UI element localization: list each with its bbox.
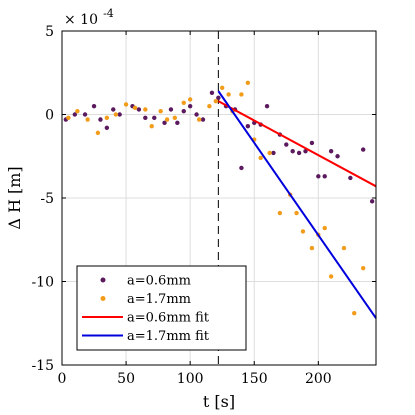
legend-label: a=0.6mm <box>127 274 191 289</box>
series-0.6mm-point <box>143 115 148 121</box>
series-1.7mm-point <box>207 103 212 109</box>
legend: a=0.6mm a=1.7mm a=0.6mm fit a=1.7mm fit <box>76 265 247 351</box>
series-1.7mm-point <box>239 92 244 97</box>
series-0.6mm-point <box>245 123 251 129</box>
series-1.7mm-point <box>104 115 110 121</box>
x-tick-label: 0 <box>58 371 67 387</box>
x-axis-label: t [s] <box>203 392 235 411</box>
axis-labels: t [s] Δ H [m] × 10 -4 <box>5 7 235 411</box>
legend-label: a=1.7mm <box>127 292 191 307</box>
series-0.6mm-point <box>284 142 289 147</box>
series-1.7mm-point <box>158 108 163 114</box>
legend-marker-0.6mm <box>100 277 106 283</box>
y-tick-label: 5 <box>45 24 54 40</box>
series-0.6mm-point <box>136 107 142 112</box>
y-tick-label: -5 <box>40 191 54 207</box>
series-1.7mm-point <box>300 229 306 234</box>
series-1.7mm-point <box>113 112 119 117</box>
legend-label: a=1.7mm fit <box>127 329 210 344</box>
series-1.7mm-point <box>245 80 251 85</box>
series-1.7mm-point <box>187 97 193 102</box>
series-0.6mm-point <box>168 107 174 112</box>
series-0.6mm-point <box>369 199 375 204</box>
series-1.7mm-point <box>277 210 283 216</box>
legend-label: a=0.6mm fit <box>127 311 210 326</box>
series-1.7mm-point <box>164 117 170 122</box>
data-layer <box>63 80 377 319</box>
series-0.6mm-point <box>290 149 295 154</box>
series-0.6mm-point <box>322 174 327 179</box>
y-tick-label: 0 <box>45 108 54 124</box>
series-0.6mm-point <box>104 125 110 131</box>
series-0.6mm-point <box>296 150 302 156</box>
series-0.6mm-point <box>72 112 78 117</box>
series-1.7mm-point <box>85 117 90 122</box>
fit-line-1.7mm <box>217 90 377 319</box>
series-0.6mm-point <box>216 95 221 101</box>
series-1.7mm-point <box>132 105 138 111</box>
series-1.7mm-point <box>352 311 357 316</box>
series-1.7mm-point <box>66 115 71 121</box>
series-0.6mm-point <box>162 120 167 126</box>
series-0.6mm-point <box>200 117 206 122</box>
series-0.6mm-point <box>271 150 276 156</box>
series-0.6mm-point <box>194 112 199 117</box>
series-1.7mm-point <box>267 150 272 156</box>
series-1.7mm-point <box>143 107 148 112</box>
series-0.6mm-point <box>117 112 122 117</box>
series-1.7mm-point <box>213 98 218 104</box>
series-0.6mm-point <box>328 149 334 154</box>
series-0.6mm-point <box>209 90 215 95</box>
x-tick-label: 100 <box>177 371 204 387</box>
series-1.7mm-point <box>258 155 263 161</box>
series-1.7mm-point <box>181 100 186 106</box>
series-0.6mm-point <box>316 174 321 179</box>
x-tick-label: 150 <box>241 371 268 387</box>
series-1.7mm-point <box>360 265 366 271</box>
series-1.7mm-point <box>309 245 315 251</box>
series-1.7mm-point <box>95 130 101 136</box>
series-0.6mm-point <box>360 147 366 152</box>
series-1.7mm-point <box>75 108 80 114</box>
y-axis-multiplier-exponent: -4 <box>103 7 114 20</box>
series-1.7mm-point <box>322 225 327 231</box>
series-0.6mm-point <box>335 154 340 159</box>
series-0.6mm-point <box>152 115 157 121</box>
series-0.6mm-point <box>239 165 244 171</box>
series-0.6mm-point <box>82 112 88 117</box>
y-tick-label: -10 <box>31 275 54 291</box>
series-0.6mm-point <box>309 140 315 146</box>
series-0.6mm-point <box>111 107 116 112</box>
y-axis-label: Δ H [m] <box>5 166 24 229</box>
series-1.7mm-point <box>226 92 231 97</box>
series-1.7mm-point <box>341 245 347 251</box>
series-0.6mm-point <box>264 103 270 109</box>
series-1.7mm-point <box>196 117 202 122</box>
series-1.7mm-point <box>149 123 154 129</box>
y-tick-label: -15 <box>31 358 54 374</box>
series-1.7mm-point <box>220 85 225 90</box>
series-1.7mm-point <box>328 274 334 279</box>
series-0.6mm-point <box>348 175 353 181</box>
legend-marker-1.7mm <box>100 296 106 301</box>
series-0.6mm-point <box>181 108 186 114</box>
x-tick-label: 200 <box>305 371 332 387</box>
series-0.6mm-point <box>91 103 97 109</box>
series-1.7mm-point <box>123 102 129 107</box>
series-0.6mm-point <box>187 103 193 109</box>
series-1.7mm-point <box>172 115 177 121</box>
x-tick-label: 50 <box>117 371 135 387</box>
series-0.6mm-point <box>303 149 308 154</box>
y-axis-multiplier-base: × 10 <box>64 12 98 28</box>
series-0.6mm-point <box>98 117 103 122</box>
series-1.7mm-point <box>294 210 299 216</box>
y-axis-multiplier: × 10 -4 <box>64 7 114 28</box>
fit-line-0.6mm <box>217 100 377 188</box>
series-0.6mm-point <box>175 120 180 126</box>
